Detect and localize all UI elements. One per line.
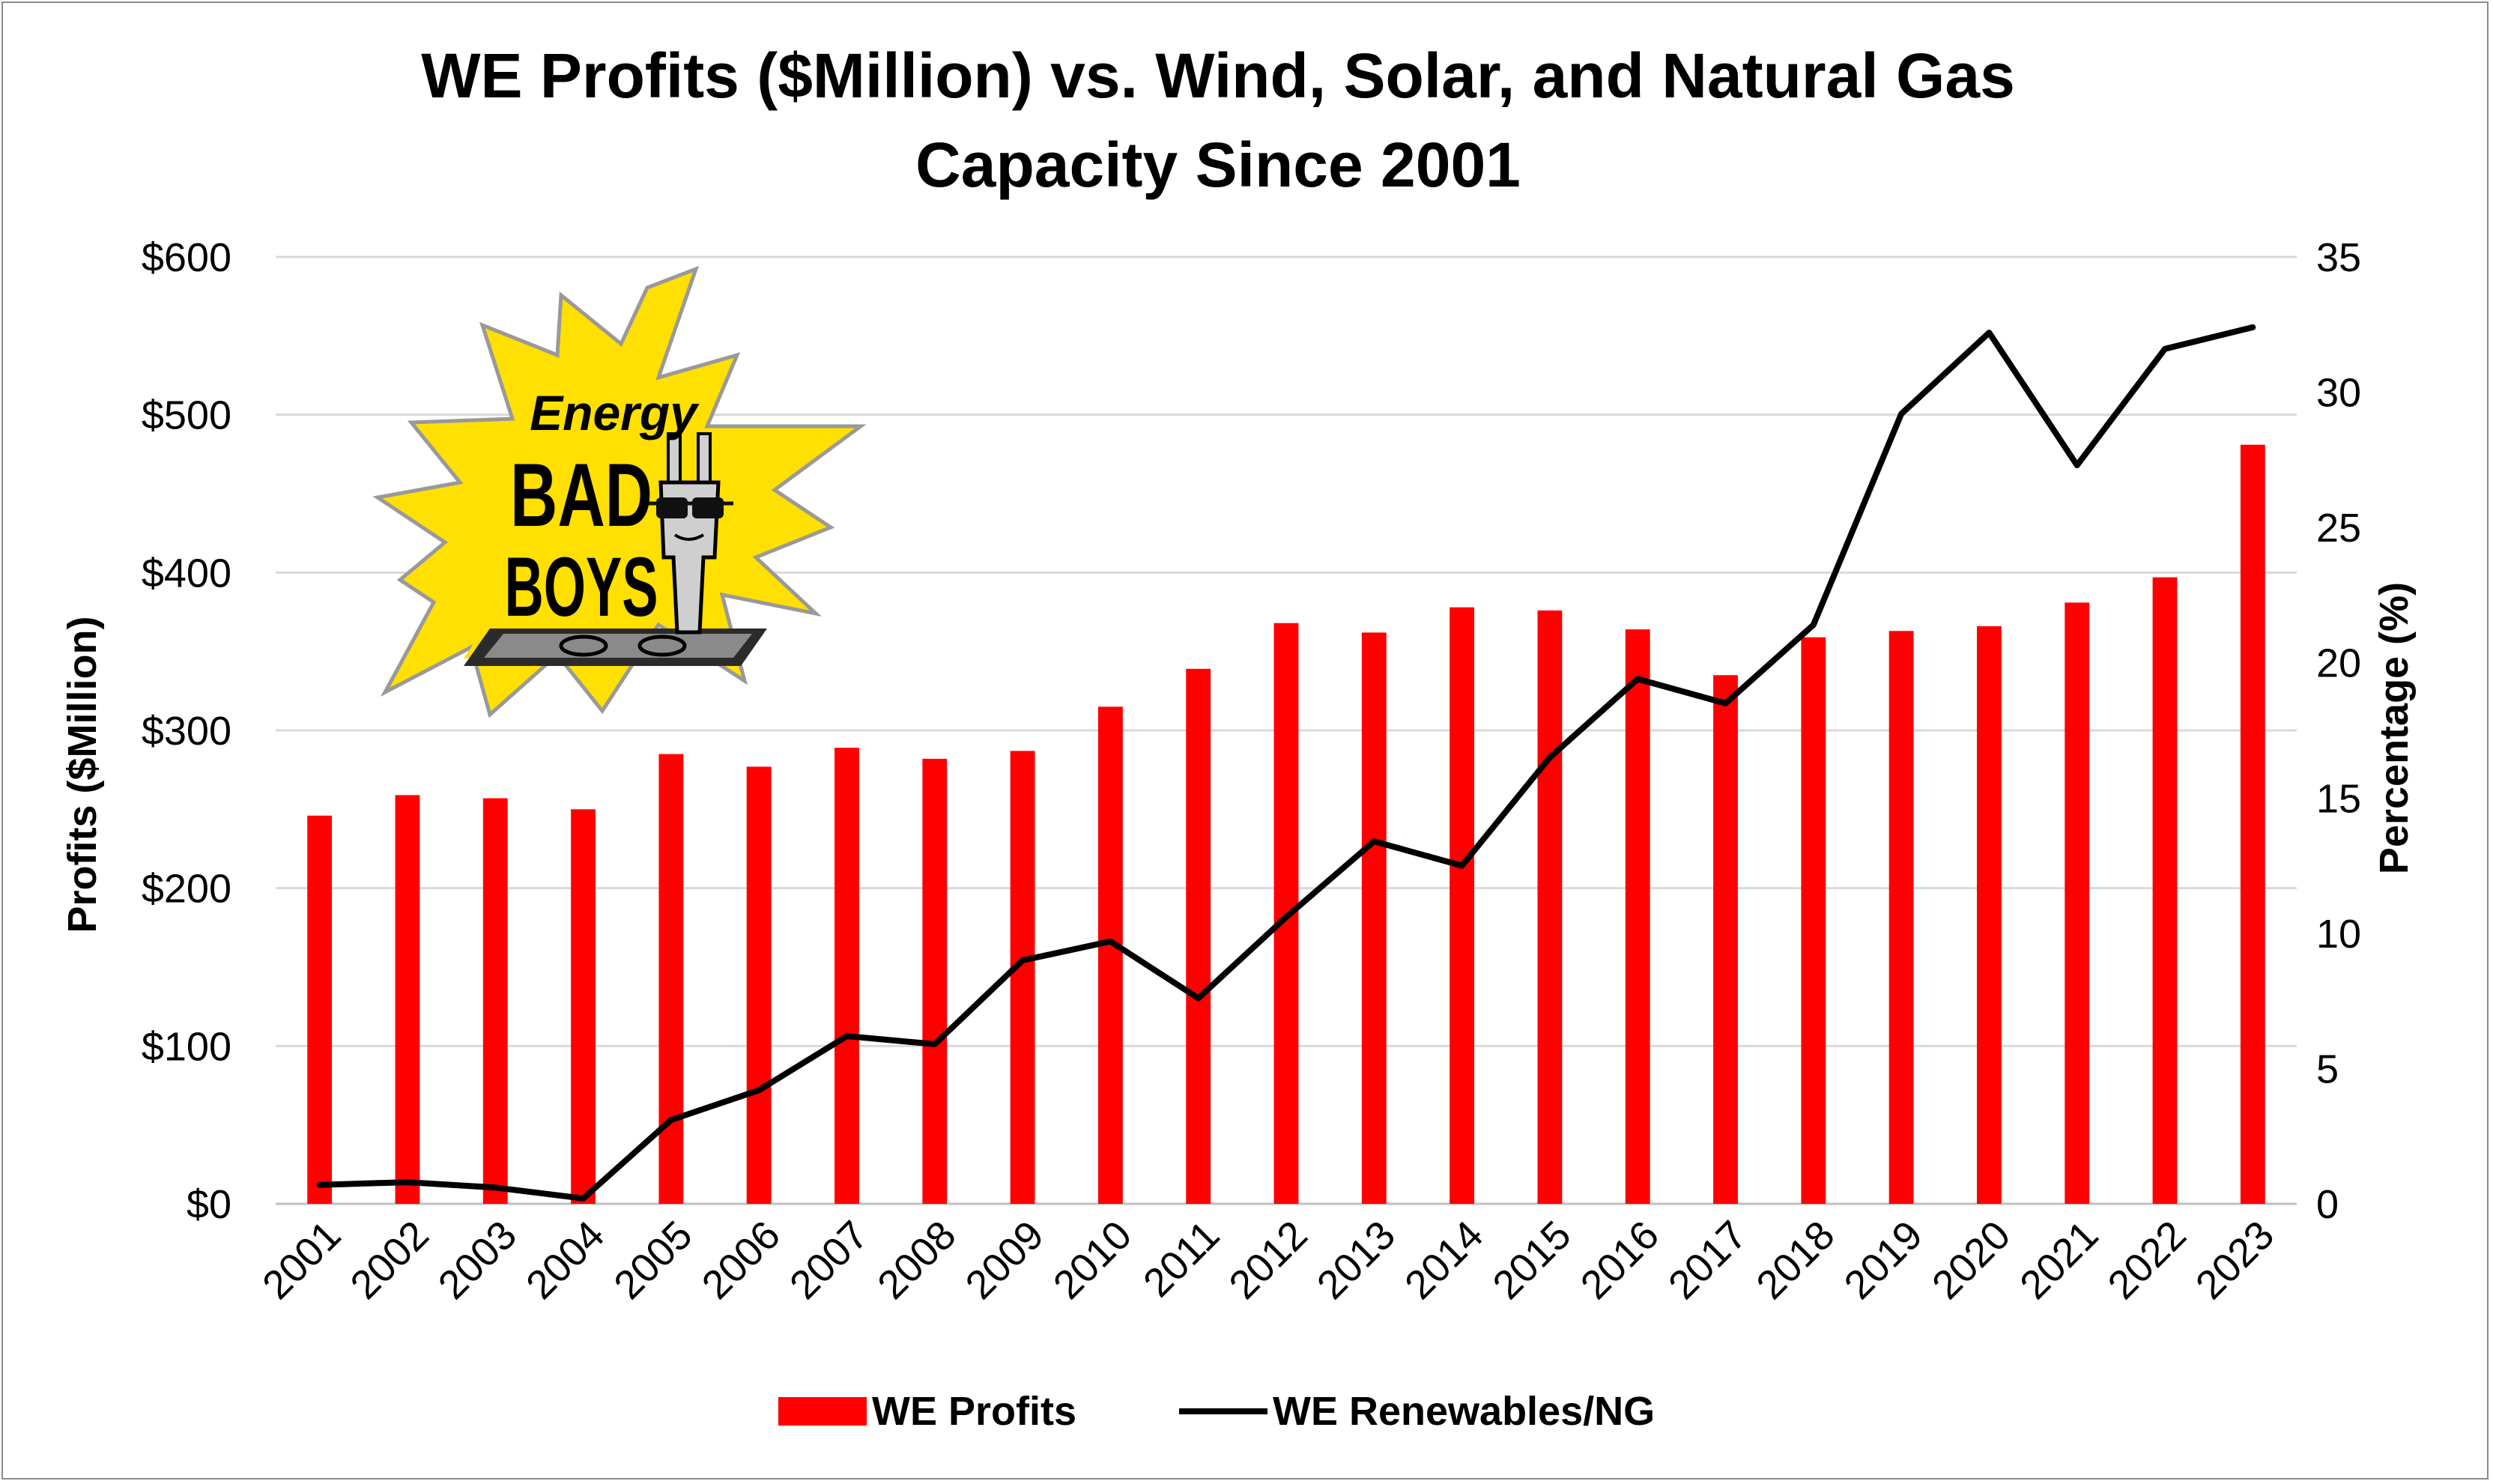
left-tick-label: $0 xyxy=(187,1182,231,1227)
line-point-2013 xyxy=(1373,841,1375,842)
x-tick-label: 2009 xyxy=(957,1212,1052,1307)
right-tick-label: 15 xyxy=(2316,776,2361,821)
bar-2014 xyxy=(1450,607,1475,1204)
right-axis-ticks: 0 5 10 15 20 25 30 35 xyxy=(2316,235,2361,1227)
right-tick-label: 25 xyxy=(2316,506,2361,551)
x-tick-label: 2011 xyxy=(1135,1212,1229,1306)
x-axis-ticks: 2001200220032004200520062007200820092010… xyxy=(254,1212,2283,1307)
line-point-2015 xyxy=(1549,757,1551,758)
left-axis-ticks: $0 $100 $200 $300 $400 $500 $600 xyxy=(142,235,231,1227)
bar-2005 xyxy=(658,754,684,1204)
x-tick-label: 2015 xyxy=(1484,1212,1579,1307)
bar-2021 xyxy=(2065,602,2090,1204)
logo-word-energy: Energy xyxy=(530,385,700,440)
line-point-2002 xyxy=(407,1181,408,1183)
bar-2023 xyxy=(2240,444,2265,1204)
bar-2010 xyxy=(1097,706,1123,1204)
line-point-2018 xyxy=(1813,624,1814,626)
right-tick-label: 20 xyxy=(2316,641,2361,686)
x-tick-label: 2008 xyxy=(869,1212,964,1307)
line-point-2022 xyxy=(2164,348,2166,350)
x-tick-label: 2001 xyxy=(254,1212,349,1307)
left-tick-label: $200 xyxy=(142,867,231,912)
plug-with-sunglasses-icon xyxy=(647,432,733,635)
renewables-line xyxy=(316,324,2256,1202)
bar-2007 xyxy=(834,748,859,1204)
chart-title-line-1: WE Profits ($Million) vs. Wind, Solar, a… xyxy=(421,40,2015,111)
x-tick-label: 2022 xyxy=(2100,1212,2195,1307)
x-tick-label: 2006 xyxy=(694,1212,789,1307)
chart-title-line-2: Capacity Since 2001 xyxy=(915,130,1521,200)
combo-chart: WE Profits ($Million) vs. Wind, Solar, a… xyxy=(60,40,2417,1434)
legend-label-renewables: WE Renewables/NG xyxy=(1273,1389,1655,1434)
bar-2016 xyxy=(1625,629,1650,1204)
right-tick-label: 5 xyxy=(2316,1047,2339,1091)
right-tick-label: 10 xyxy=(2316,912,2361,957)
bar-2018 xyxy=(1801,637,1826,1204)
bar-2011 xyxy=(1186,668,1211,1204)
line-point-2011 xyxy=(1198,998,1199,999)
line-point-2012 xyxy=(1285,916,1287,918)
line-point-2007 xyxy=(846,1035,847,1037)
profit-bars xyxy=(307,444,2265,1204)
line-point-2001 xyxy=(319,1184,321,1186)
left-tick-label: $500 xyxy=(142,393,231,438)
line-point-2006 xyxy=(758,1089,760,1091)
bar-2002 xyxy=(395,795,420,1204)
bar-2001 xyxy=(307,815,333,1204)
bar-2020 xyxy=(1977,626,2002,1204)
x-tick-label: 2023 xyxy=(2187,1212,2283,1307)
x-tick-label: 2012 xyxy=(1220,1212,1315,1307)
x-tick-label: 2019 xyxy=(1836,1212,1931,1307)
bar-2008 xyxy=(922,758,948,1204)
x-tick-label: 2020 xyxy=(1924,1212,2019,1307)
bar-2009 xyxy=(1010,751,1035,1204)
right-tick-label: 35 xyxy=(2316,235,2361,280)
legend: WE Profits WE Renewables/NG xyxy=(778,1389,1655,1434)
x-tick-label: 2018 xyxy=(1748,1212,1843,1307)
bar-2004 xyxy=(571,809,596,1204)
x-tick-label: 2003 xyxy=(430,1212,525,1307)
x-tick-label: 2016 xyxy=(1572,1212,1667,1307)
x-tick-label: 2004 xyxy=(518,1212,613,1307)
line-point-2010 xyxy=(1109,941,1111,942)
bar-2013 xyxy=(1361,632,1387,1204)
right-tick-label: 30 xyxy=(2316,371,2361,416)
logo-word-bad: BAD xyxy=(510,445,652,545)
x-tick-label: 2013 xyxy=(1309,1212,1404,1307)
bar-2006 xyxy=(746,766,772,1204)
x-tick-label: 2010 xyxy=(1045,1212,1140,1307)
left-tick-label: $400 xyxy=(142,551,231,596)
bar-2015 xyxy=(1537,610,1563,1204)
bar-2003 xyxy=(482,798,508,1204)
legend-label-profits: WE Profits xyxy=(872,1389,1076,1434)
x-tick-label: 2007 xyxy=(781,1212,876,1307)
x-tick-label: 2002 xyxy=(342,1212,437,1307)
x-tick-label: 2014 xyxy=(1396,1212,1491,1307)
x-tick-label: 2017 xyxy=(1660,1212,1755,1307)
x-tick-label: 2005 xyxy=(605,1212,700,1307)
bar-2017 xyxy=(1713,675,1738,1204)
right-axis-title: Percentage (%) xyxy=(2372,582,2417,874)
x-tick-label: 2021 xyxy=(2011,1212,2106,1307)
left-axis-title: Profits ($Million) xyxy=(60,617,105,933)
line-point-2005 xyxy=(670,1119,672,1121)
logo-word-boys: BOYS xyxy=(505,540,658,634)
line-point-2003 xyxy=(494,1187,496,1188)
legend-swatch-profits xyxy=(778,1397,867,1426)
bar-2019 xyxy=(1888,631,1914,1204)
logo-burst xyxy=(372,265,867,718)
energy-bad-boys-logo: Energy BAD BOYS xyxy=(372,265,867,718)
left-tick-label: $600 xyxy=(142,235,231,280)
left-tick-label: $100 xyxy=(142,1024,231,1069)
right-tick-label: 0 xyxy=(2316,1182,2339,1227)
bar-2022 xyxy=(2152,577,2178,1204)
line-point-2004 xyxy=(583,1198,584,1199)
left-tick-label: $300 xyxy=(142,709,231,754)
line-point-2014 xyxy=(1461,865,1463,867)
